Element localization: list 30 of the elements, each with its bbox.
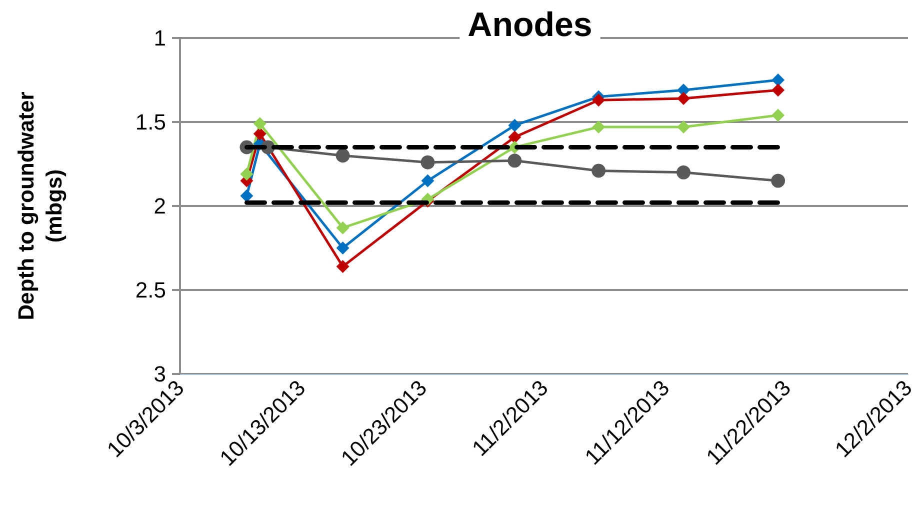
point xyxy=(240,168,254,181)
point xyxy=(771,174,786,188)
y-axis-title: Depth to groundwater (mbgs) xyxy=(14,91,66,320)
point xyxy=(336,148,350,163)
chart-title: Anodes xyxy=(468,6,592,44)
point xyxy=(420,155,435,170)
point xyxy=(677,120,690,134)
point xyxy=(253,127,266,140)
point xyxy=(336,242,350,254)
y-tick-label: 2.5 xyxy=(135,278,166,302)
point xyxy=(240,189,254,202)
point xyxy=(772,74,785,86)
point xyxy=(336,221,350,234)
point xyxy=(508,130,522,144)
point xyxy=(508,154,522,168)
y-tick-label: 3 xyxy=(154,362,166,386)
point xyxy=(592,120,606,134)
point xyxy=(592,94,606,107)
point xyxy=(772,108,785,122)
point xyxy=(592,164,606,178)
point xyxy=(677,92,690,105)
point xyxy=(772,84,785,97)
y-tick-label: 2 xyxy=(154,194,166,218)
y-tick-label: 1 xyxy=(154,26,166,50)
point xyxy=(676,165,691,180)
point xyxy=(421,174,434,188)
point xyxy=(336,260,350,273)
point xyxy=(253,117,266,130)
y-tick-label: 1.5 xyxy=(135,110,166,134)
point xyxy=(508,118,522,132)
